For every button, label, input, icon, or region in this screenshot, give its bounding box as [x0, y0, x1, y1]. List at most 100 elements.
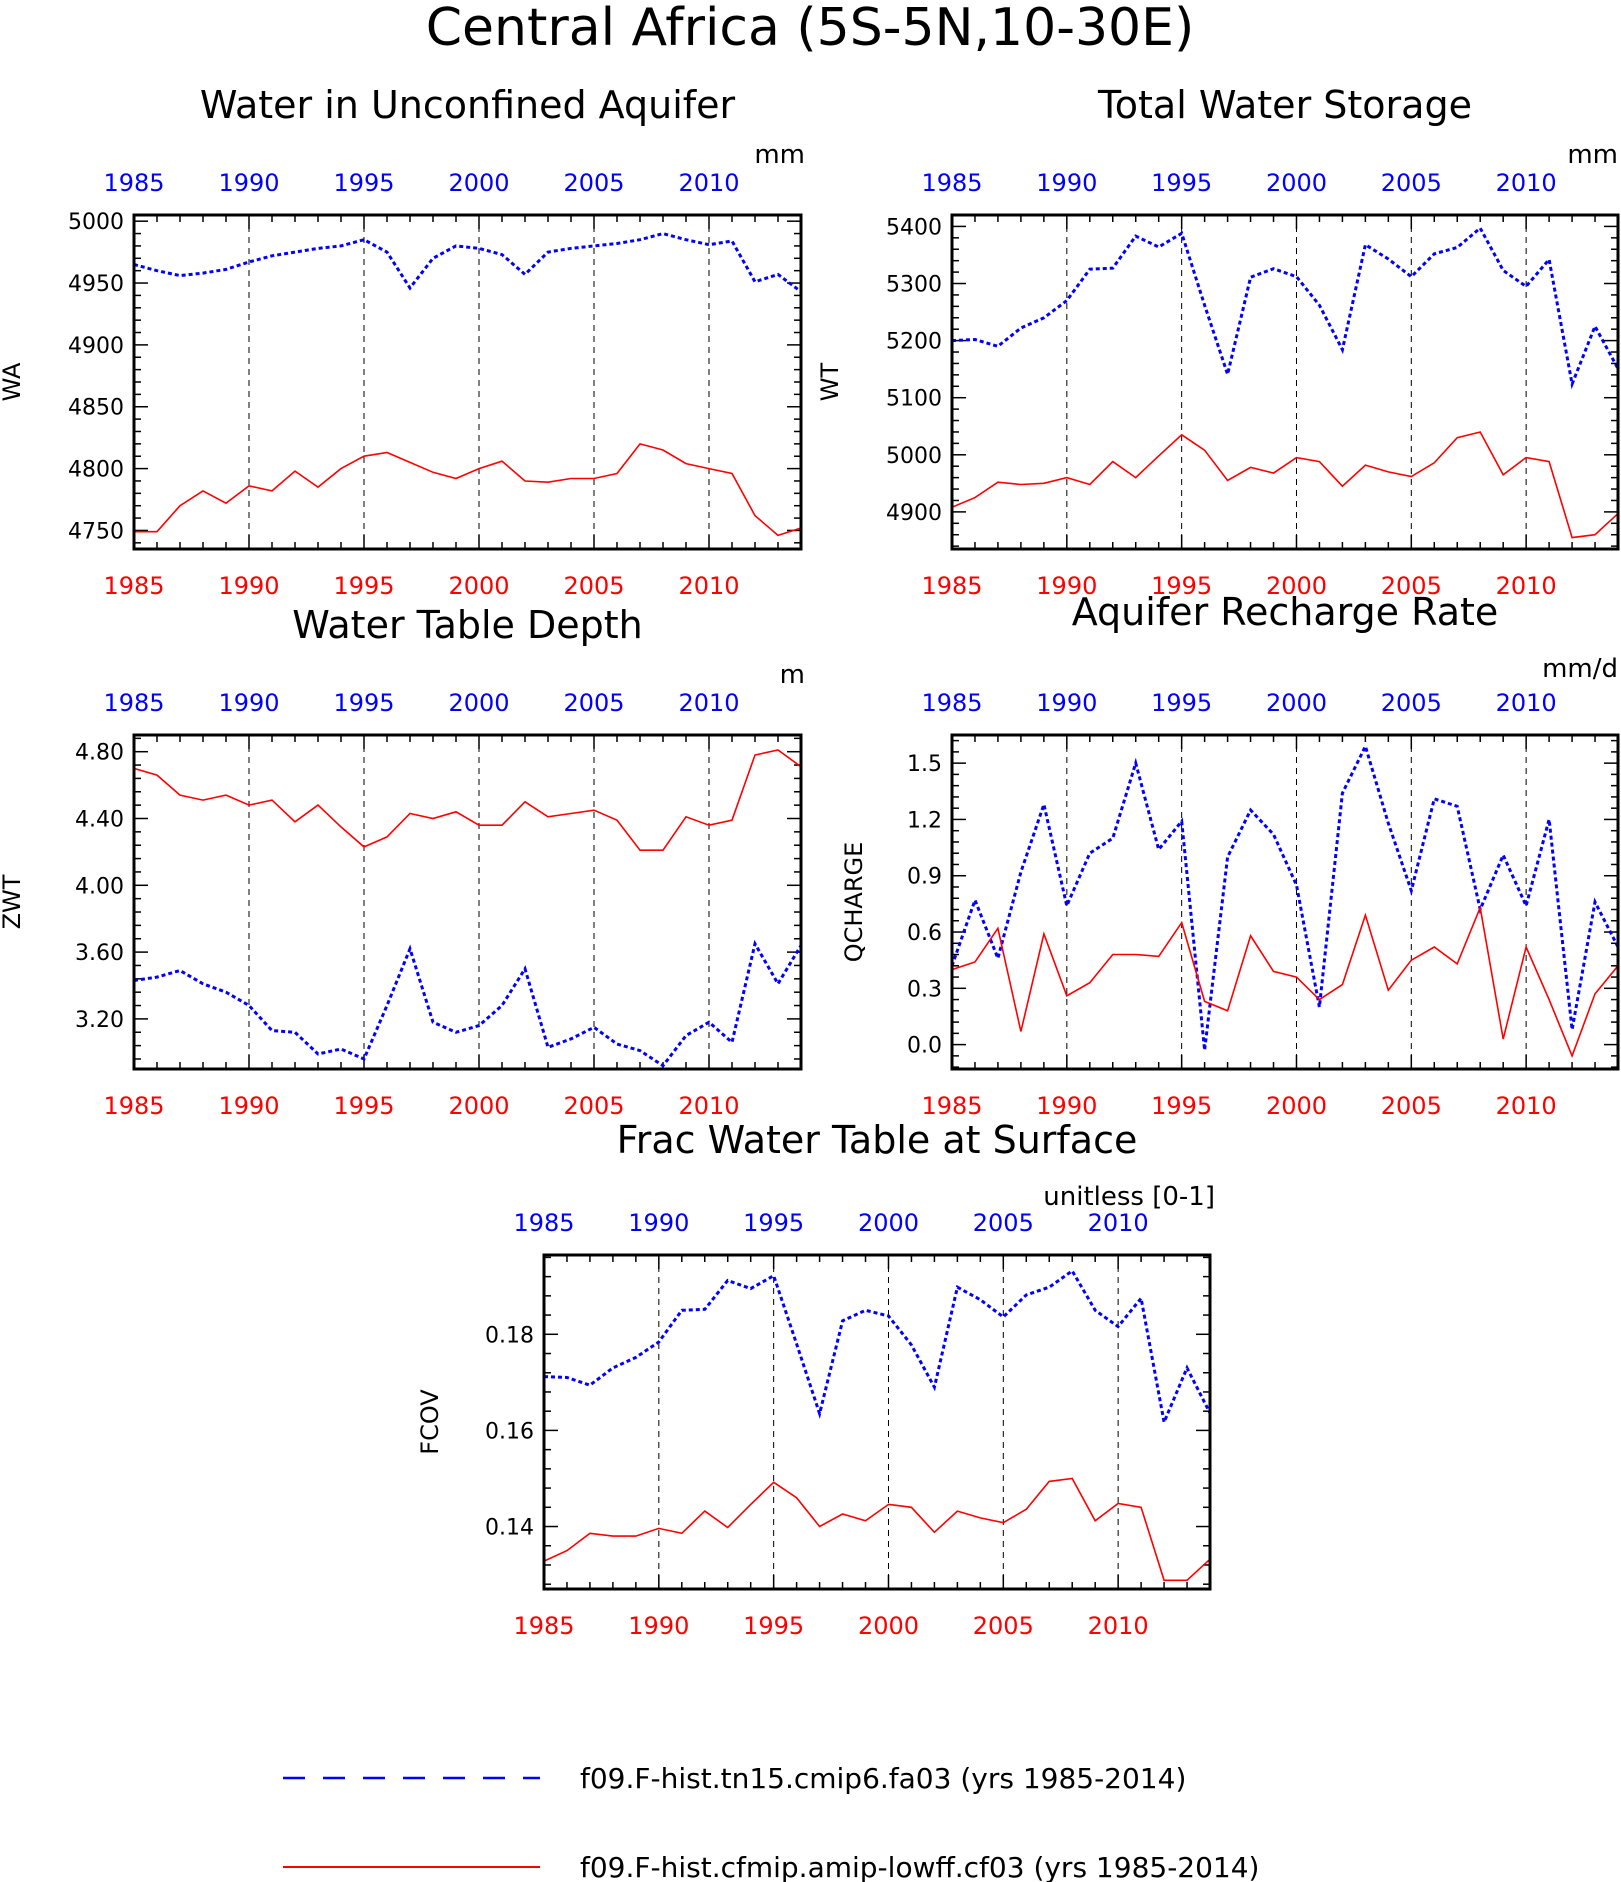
x-tick-label-bottom: 2010: [1496, 1092, 1557, 1120]
panel-title: Aquifer Recharge Rate: [1072, 590, 1499, 634]
plot-frame: [132, 213, 803, 551]
chart-panel-4: Aquifer Recharge Rate mm/d QCHARGE 1985 1985…: [840, 590, 1620, 1120]
x-tick-label-bottom: 2000: [1266, 1092, 1327, 1120]
x-tick-label-bottom: 2010: [1088, 1612, 1149, 1640]
x-tick-label-bottom: 1985: [921, 1092, 982, 1120]
x-tick-label-top: 2000: [1266, 689, 1327, 717]
legend-label-model-b: f09.F-hist.cfmip.amip-lowff.cf03 (yrs 19…: [580, 1851, 1259, 1882]
y-axis-label: QCHARGE: [840, 842, 868, 963]
x-tick-label-top: 2005: [1381, 169, 1442, 197]
x-tick-label-top: 1995: [333, 169, 394, 197]
panel-title: Total Water Storage: [1097, 83, 1472, 127]
x-tick-label-top: 2000: [448, 169, 509, 197]
x-tick-label-bottom: 1995: [1151, 572, 1212, 600]
chart-panel-1: Water in Unconfined Aquifer mm WA 1985 1985 1…: [0, 83, 805, 600]
y-axis-label: FCOV: [416, 1389, 444, 1455]
y-tick-label: 4800: [68, 458, 124, 483]
y-tick-label: 4900: [68, 334, 124, 359]
x-tick-label-top: 2000: [448, 689, 509, 717]
x-tick-label-top: 1990: [628, 1209, 689, 1237]
x-tick-label-bottom: 2010: [678, 1092, 739, 1120]
x-tick-label-bottom: 2010: [1496, 572, 1557, 600]
x-tick-label-top: 1985: [921, 689, 982, 717]
panel-units: mm: [754, 140, 805, 170]
plot-frame: [950, 213, 1620, 551]
y-axis-label: WT: [816, 362, 844, 401]
x-tick-label-top: 2005: [563, 689, 624, 717]
panels: Water in Unconfined Aquifer mm WA 1985 1985 1…: [0, 83, 1620, 1640]
x-tick-label-top: 1985: [513, 1209, 574, 1237]
x-tick-label-bottom: 2000: [448, 572, 509, 600]
x-tick-label-bottom: 2000: [858, 1612, 919, 1640]
y-tick-label: 5000: [886, 444, 942, 469]
x-tick-label-top: 2005: [1381, 689, 1442, 717]
panel-units: mm/d: [1542, 654, 1618, 684]
x-tick-label-top: 1990: [218, 169, 279, 197]
y-tick-label: 5200: [886, 330, 942, 355]
x-tick-label-top: 1985: [103, 689, 164, 717]
y-axis-label: WA: [0, 362, 26, 401]
series-line-model-b: [544, 1477, 1210, 1582]
x-tick-label-bottom: 1985: [513, 1612, 574, 1640]
chart-panel-3: Water Table Depth m ZWT 1985 1985 1990 1990 199…: [0, 603, 805, 1120]
panel-title: Water in Unconfined Aquifer: [200, 83, 736, 127]
x-tick-label-top: 1995: [743, 1209, 804, 1237]
y-tick-label: 4900: [886, 501, 942, 526]
series-line-model-a: [544, 1268, 1210, 1428]
x-tick-label-top: 1990: [218, 689, 279, 717]
x-tick-label-top: 2010: [1496, 689, 1557, 717]
x-tick-label-top: 1990: [1036, 689, 1097, 717]
y-axis-label: ZWT: [0, 874, 26, 929]
y-tick-label: 4950: [68, 272, 124, 297]
x-tick-label-bottom: 1985: [921, 572, 982, 600]
y-tick-label: 0.9: [907, 865, 942, 890]
y-tick-label: 0.0: [907, 1034, 942, 1059]
y-tick-label: 0.14: [485, 1516, 534, 1541]
x-tick-label-top: 1985: [921, 169, 982, 197]
y-tick-label: 0.3: [907, 977, 942, 1002]
y-tick-label: 5000: [68, 210, 124, 235]
x-tick-label-bottom: 1985: [103, 1092, 164, 1120]
y-tick-label: 3.20: [75, 1008, 124, 1033]
series-line-model-b: [952, 431, 1618, 539]
y-tick-label: 5400: [886, 215, 942, 240]
series-line-model-b: [134, 749, 801, 852]
series-line-model-a: [952, 225, 1618, 390]
y-tick-label: 4.40: [75, 808, 124, 833]
series-line-model-a: [134, 939, 801, 1068]
x-tick-label-top: 2005: [973, 1209, 1034, 1237]
panel-title: Water Table Depth: [292, 603, 643, 647]
x-tick-label-bottom: 1995: [1151, 1092, 1212, 1120]
x-tick-label-top: 2010: [1088, 1209, 1149, 1237]
x-tick-label-bottom: 2005: [973, 1612, 1034, 1640]
x-tick-label-bottom: 2005: [1381, 572, 1442, 600]
panel-units: mm: [1567, 140, 1618, 170]
chart-panel-2: Total Water Storage mm WT 1985 1985 1990 1990 1…: [816, 83, 1620, 600]
y-tick-label: 4.80: [75, 741, 124, 766]
x-tick-label-bottom: 1990: [1036, 572, 1097, 600]
x-tick-label-top: 1995: [333, 689, 394, 717]
x-tick-label-bottom: 1990: [218, 1092, 279, 1120]
x-tick-label-top: 2000: [858, 1209, 919, 1237]
x-tick-label-bottom: 1990: [628, 1612, 689, 1640]
y-tick-label: 5100: [886, 387, 942, 412]
x-tick-label-bottom: 2010: [678, 572, 739, 600]
y-tick-label: 4750: [68, 519, 124, 544]
main-title: Central Africa (5S-5N,10-30E): [426, 0, 1195, 58]
plot-frame: [950, 733, 1620, 1071]
y-tick-label: 0.6: [907, 921, 942, 946]
y-tick-label: 1.2: [907, 808, 942, 833]
y-tick-label: 3.60: [75, 941, 124, 966]
x-tick-label-top: 1985: [103, 169, 164, 197]
x-tick-label-bottom: 2005: [563, 572, 624, 600]
x-tick-label-top: 2010: [678, 689, 739, 717]
x-tick-label-bottom: 2005: [1381, 1092, 1442, 1120]
legend: f09.F-hist.tn15.cmip6.fa03 (yrs 1985-201…: [283, 1762, 1259, 1882]
panel-units: unitless [0-1]: [1043, 1182, 1215, 1212]
x-tick-label-bottom: 1995: [333, 572, 394, 600]
x-tick-label-bottom: 2000: [448, 1092, 509, 1120]
x-tick-label-top: 1995: [1151, 689, 1212, 717]
panel-title: Frac Water Table at Surface: [617, 1118, 1138, 1162]
x-tick-label-top: 2010: [678, 169, 739, 197]
x-tick-label-top: 1990: [1036, 169, 1097, 197]
